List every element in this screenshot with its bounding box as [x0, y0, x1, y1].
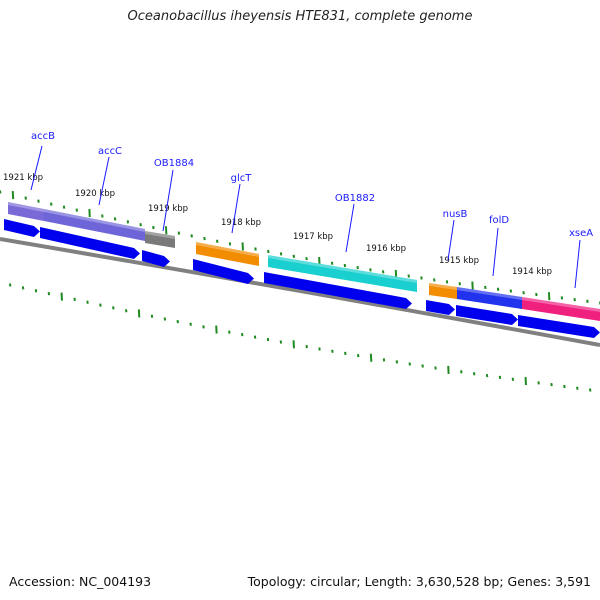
- leader-line: [98, 156, 110, 206]
- feature-xseA: [522, 297, 600, 321]
- gene-label-layer: accB accC OB1884 glcT OB1882 nusB folD xseA: [30, 131, 593, 289]
- kbp-label: 1918 kbp: [221, 218, 261, 228]
- gene-label-text: nusB: [443, 209, 468, 220]
- cds-arrow: [4, 219, 40, 237]
- gene-label-xseA: xseA: [569, 228, 593, 289]
- genome-backbone: [0, 237, 600, 347]
- kbp-label: 1920 kbp: [75, 189, 115, 199]
- leader-line: [447, 219, 455, 261]
- cds-arrow: [518, 315, 600, 338]
- feature-nusB: [429, 283, 457, 299]
- gene-label-OB1884: OB1884: [154, 158, 194, 232]
- accession-text: Accession: NC_004193: [9, 574, 152, 589]
- gene-label-nusB: nusB: [443, 209, 468, 261]
- gene-feature-layer: [8, 202, 600, 321]
- cds-arrow: [142, 250, 170, 267]
- kbp-label: 1921 kbp: [3, 173, 43, 183]
- cds-arrow: [264, 272, 412, 309]
- feature-accC: [44, 209, 145, 241]
- gene-label-accC: accC: [98, 146, 122, 206]
- gene-label-text: OB1882: [335, 193, 375, 204]
- genome-title: Oceanobacillus iheyensis HTE831, complet…: [127, 9, 473, 24]
- leader-line: [492, 227, 499, 277]
- outer-tick-ring: [0, 190, 600, 305]
- gene-label-text: accB: [31, 131, 55, 142]
- topology-text: Topology: circular; Length: 3,630,528 bp…: [247, 574, 591, 589]
- gene-label-accB: accB: [30, 131, 55, 191]
- gene-label-text: xseA: [569, 228, 593, 239]
- kbp-label: 1917 kbp: [293, 232, 333, 242]
- gene-label-OB1882: OB1882: [335, 193, 375, 253]
- gene-label-text: glcT: [231, 173, 253, 184]
- kbp-label: 1916 kbp: [366, 244, 406, 254]
- inner-tick-ring: [9, 283, 592, 392]
- gene-label-text: accC: [98, 146, 122, 157]
- feature-OB1882: [268, 255, 417, 292]
- gene-label-text: OB1884: [154, 158, 194, 169]
- leader-line: [162, 169, 174, 232]
- cds-arrow-layer: [4, 219, 600, 338]
- kbp-label-layer: 1921 kbp 1920 kbp 1919 kbp 1918 kbp 1917 kbp…: [3, 173, 552, 277]
- gene-label-text: folD: [489, 215, 509, 226]
- kbp-label: 1915 kbp: [439, 256, 479, 266]
- cds-arrow: [456, 305, 518, 325]
- cds-arrow: [426, 300, 455, 315]
- cds-arrow: [193, 259, 254, 284]
- leader-line: [231, 183, 241, 234]
- feature-OB1884: [145, 231, 175, 248]
- gene-label-glcT: glcT: [231, 173, 253, 234]
- feature-accB: [8, 202, 44, 221]
- leader-line: [345, 203, 355, 253]
- kbp-label: 1914 kbp: [512, 267, 552, 277]
- leader-line: [30, 145, 43, 191]
- gene-label-folD: folD: [489, 215, 509, 277]
- feature-folD: [457, 287, 522, 309]
- feature-glcT: [196, 242, 259, 266]
- kbp-label: 1919 kbp: [148, 204, 188, 214]
- leader-line: [574, 239, 581, 289]
- cds-arrow: [40, 227, 140, 259]
